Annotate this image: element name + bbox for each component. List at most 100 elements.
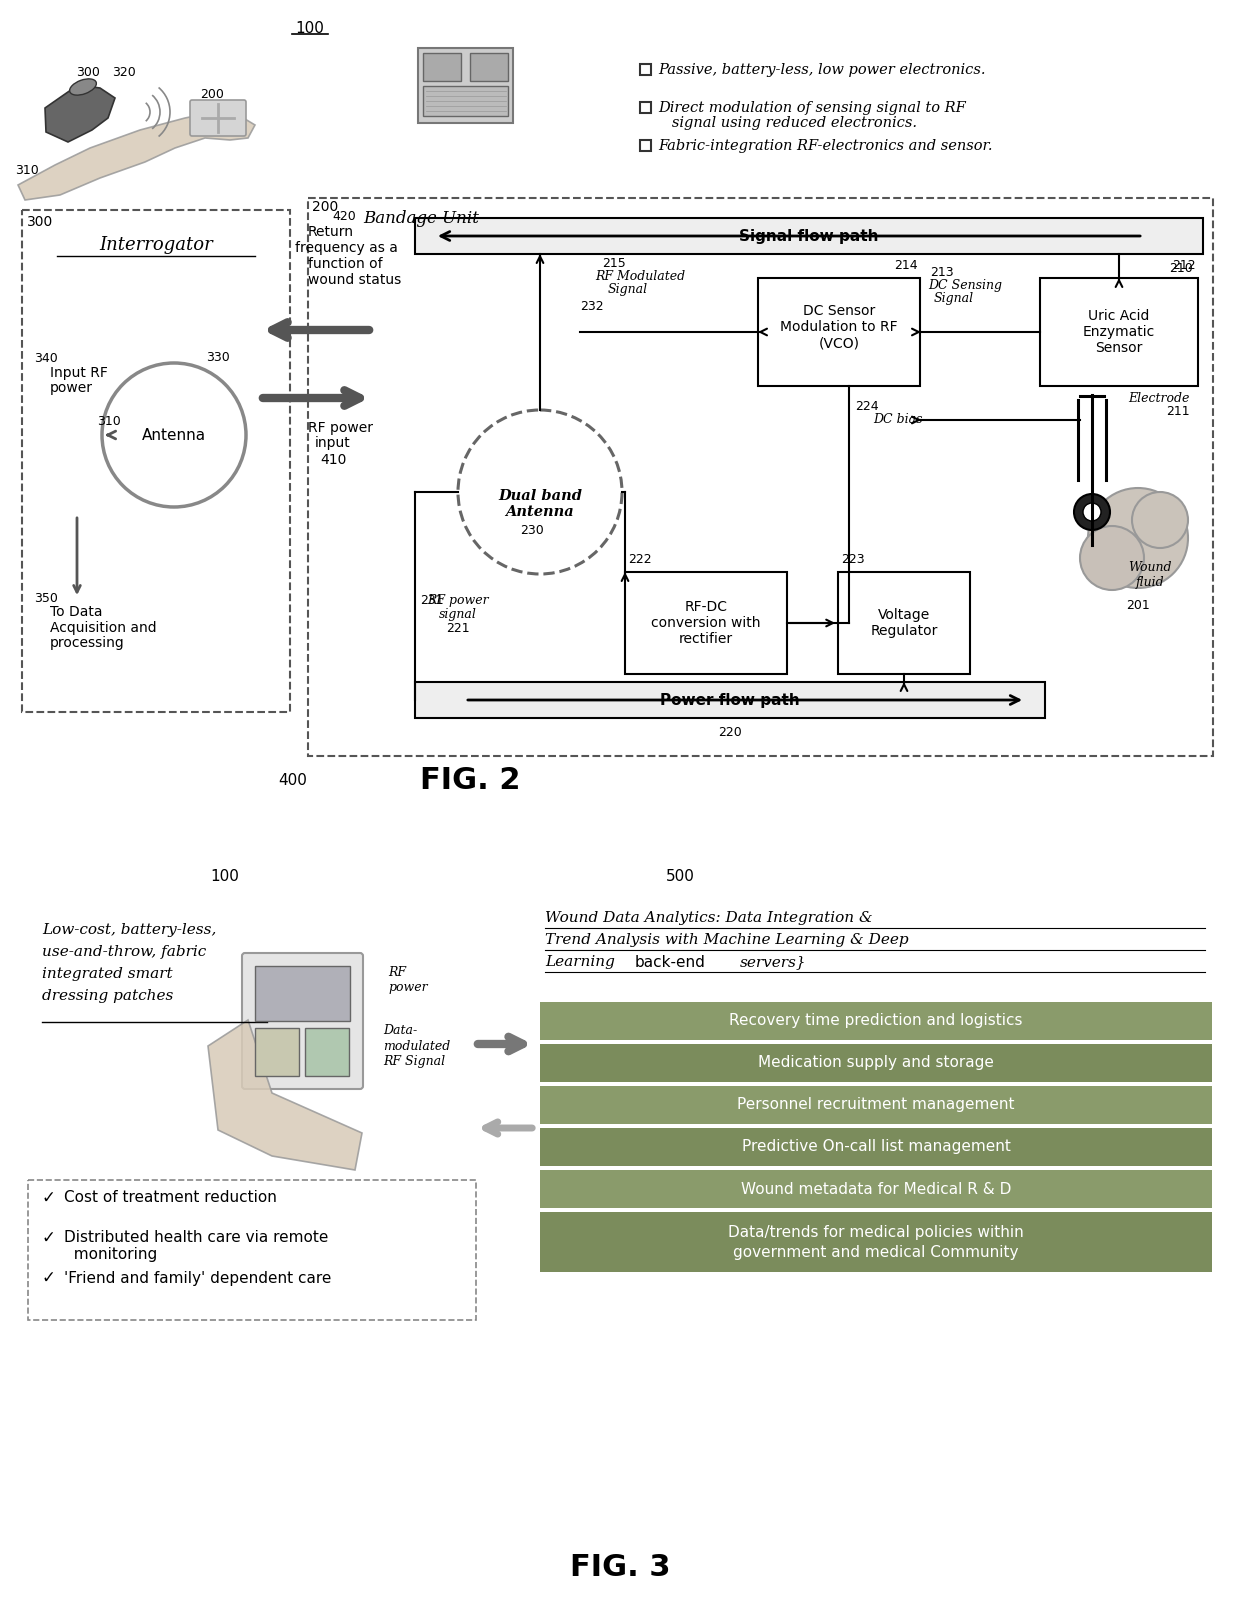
- Text: signal: signal: [439, 608, 477, 621]
- Text: wound status: wound status: [308, 273, 402, 286]
- Bar: [758, 278, 920, 386]
- Text: Cost of treatment reduction: Cost of treatment reduction: [64, 1190, 277, 1206]
- Text: 300: 300: [27, 215, 53, 230]
- Text: 400: 400: [278, 773, 306, 787]
- Text: Personnel recruitment management: Personnel recruitment management: [738, 1098, 1014, 1112]
- Text: FIG. 3: FIG. 3: [569, 1554, 671, 1583]
- Bar: [640, 65, 651, 74]
- Text: input: input: [315, 437, 351, 450]
- Text: RF power: RF power: [308, 420, 373, 435]
- Text: Wound metadata for Medical R & D: Wound metadata for Medical R & D: [740, 1182, 1011, 1197]
- FancyBboxPatch shape: [242, 952, 363, 1088]
- Text: use-and-throw, fabric: use-and-throw, fabric: [42, 944, 206, 959]
- Text: function of: function of: [308, 257, 383, 272]
- Text: integrated smart: integrated smart: [42, 967, 172, 982]
- Text: 330: 330: [206, 351, 229, 364]
- Bar: [470, 53, 508, 81]
- Text: 200: 200: [312, 201, 339, 213]
- Text: Signal: Signal: [608, 283, 649, 296]
- Text: 320: 320: [112, 66, 135, 79]
- Bar: [423, 86, 508, 116]
- Text: 232: 232: [580, 299, 604, 312]
- Text: ✓: ✓: [42, 1269, 56, 1287]
- Circle shape: [1074, 495, 1110, 530]
- Text: 420: 420: [332, 210, 356, 223]
- Bar: [418, 49, 513, 123]
- Bar: [539, 1045, 1211, 1082]
- Text: Power flow path: Power flow path: [660, 692, 800, 708]
- Bar: [640, 141, 651, 150]
- Text: 100: 100: [295, 21, 325, 36]
- Bar: [539, 1129, 1211, 1166]
- Bar: [423, 53, 461, 81]
- Bar: [305, 1028, 348, 1075]
- Text: 'Friend and family' dependent care: 'Friend and family' dependent care: [64, 1271, 331, 1286]
- Text: Predictive On-call list management: Predictive On-call list management: [742, 1140, 1011, 1155]
- Text: power: power: [50, 382, 93, 395]
- Text: 410: 410: [320, 453, 346, 467]
- Text: 215: 215: [601, 257, 626, 270]
- Text: Interrogator: Interrogator: [99, 236, 213, 254]
- Text: 231: 231: [420, 593, 444, 606]
- Text: 222: 222: [627, 553, 652, 566]
- Bar: [415, 218, 1203, 254]
- Bar: [539, 1171, 1211, 1208]
- Text: Medication supply and storage: Medication supply and storage: [758, 1056, 994, 1070]
- Text: DC Sensing: DC Sensing: [928, 278, 1002, 291]
- Text: 201: 201: [1126, 598, 1149, 611]
- Text: RF power: RF power: [428, 593, 489, 606]
- Text: Antenna: Antenna: [141, 427, 206, 443]
- Bar: [415, 682, 1045, 718]
- Text: 210: 210: [1169, 262, 1193, 275]
- Text: signal using reduced electronics.: signal using reduced electronics.: [658, 116, 918, 129]
- Bar: [625, 572, 787, 674]
- Text: Input RF: Input RF: [50, 365, 108, 380]
- FancyBboxPatch shape: [190, 100, 246, 136]
- Text: ✓: ✓: [42, 1229, 56, 1247]
- Text: Data-
modulated
RF Signal: Data- modulated RF Signal: [383, 1025, 450, 1067]
- Text: Fabric-integration RF-electronics and sensor.: Fabric-integration RF-electronics and se…: [658, 139, 992, 154]
- Text: 310: 310: [97, 414, 120, 427]
- Polygon shape: [45, 86, 115, 142]
- Text: ✓: ✓: [42, 1188, 56, 1206]
- Text: DC Sensor
Modulation to RF
(VCO): DC Sensor Modulation to RF (VCO): [780, 304, 898, 351]
- Text: servers}: servers}: [740, 956, 807, 969]
- Polygon shape: [19, 112, 255, 201]
- Text: 223: 223: [841, 553, 864, 566]
- Circle shape: [1132, 492, 1188, 548]
- Text: FIG. 2: FIG. 2: [420, 765, 521, 794]
- Text: Acquisition and: Acquisition and: [50, 621, 156, 635]
- Text: processing: processing: [50, 635, 125, 650]
- Text: Dual band
Antenna: Dual band Antenna: [498, 488, 582, 519]
- Bar: [539, 1087, 1211, 1124]
- Ellipse shape: [69, 79, 97, 95]
- Bar: [29, 1180, 476, 1319]
- Text: Low-cost, battery-less,: Low-cost, battery-less,: [42, 923, 216, 936]
- Text: 200: 200: [200, 87, 224, 100]
- Text: Return: Return: [308, 225, 353, 239]
- Text: Passive, battery-less, low power electronics.: Passive, battery-less, low power electro…: [658, 63, 986, 78]
- Text: dressing patches: dressing patches: [42, 990, 174, 1003]
- Bar: [838, 572, 970, 674]
- Text: 300: 300: [76, 66, 100, 79]
- Text: 214: 214: [894, 259, 918, 272]
- Text: Distributed health care via remote: Distributed health care via remote: [64, 1231, 329, 1245]
- Bar: [640, 102, 651, 113]
- Bar: [255, 1028, 299, 1075]
- Text: RF Modulated: RF Modulated: [595, 270, 686, 283]
- Text: RF
power: RF power: [388, 965, 428, 994]
- Text: 211: 211: [1167, 404, 1190, 417]
- Circle shape: [1087, 488, 1188, 589]
- Text: frequency as a: frequency as a: [295, 241, 398, 255]
- Text: Wound Data Analytics: Data Integration &: Wound Data Analytics: Data Integration &: [546, 910, 873, 925]
- Text: Bandage Unit: Bandage Unit: [363, 210, 479, 226]
- Text: government and medical Community: government and medical Community: [733, 1245, 1019, 1261]
- Text: 310: 310: [15, 163, 38, 176]
- Text: 224: 224: [856, 399, 879, 412]
- Text: Signal: Signal: [934, 291, 975, 304]
- Text: 340: 340: [33, 351, 58, 364]
- Bar: [1040, 278, 1198, 386]
- Text: 350: 350: [33, 592, 58, 605]
- Text: Data/trends for medical policies within: Data/trends for medical policies within: [728, 1226, 1024, 1240]
- Bar: [539, 1213, 1211, 1273]
